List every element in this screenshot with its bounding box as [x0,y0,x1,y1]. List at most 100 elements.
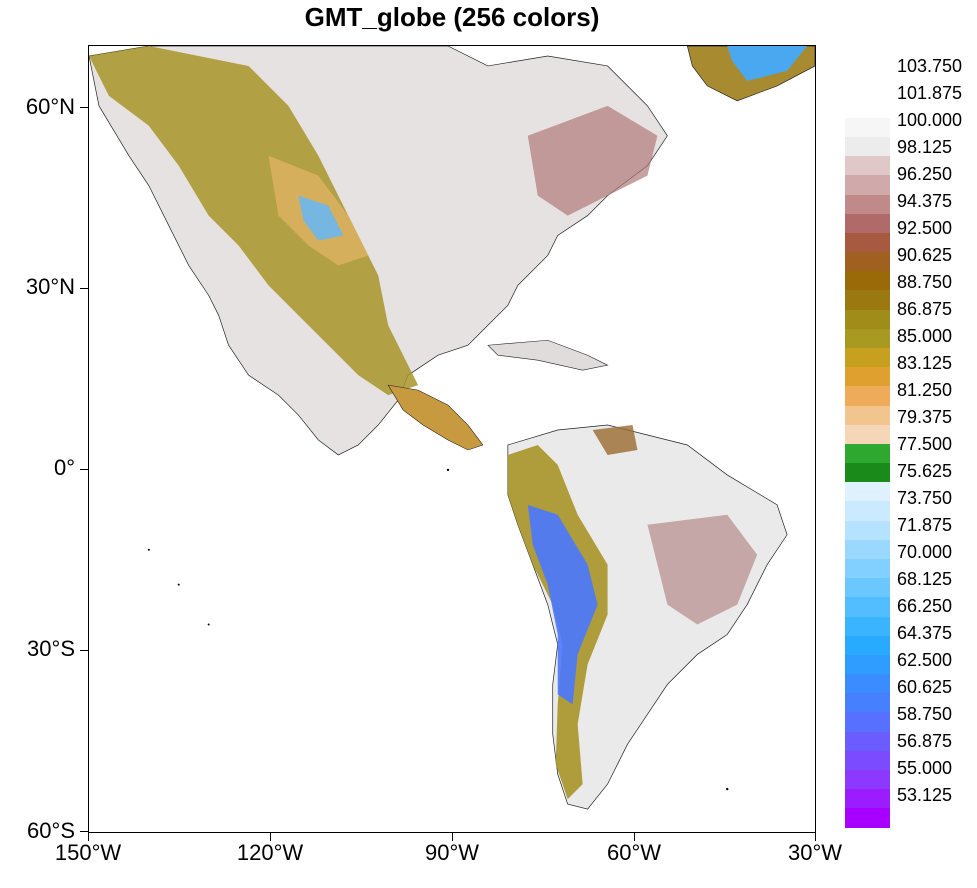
colorbar-label: 101.875 [897,83,963,103]
north-america-mountains [89,46,419,396]
colorbar-segment [845,232,890,253]
lon-tick [634,833,635,841]
colorbar-segment [845,539,890,560]
appalachians [527,105,658,216]
colorbar-label: 56.875 [897,731,953,751]
colorbar-segment [845,385,890,406]
rockies-peaks [298,195,344,241]
lat-label-60n: 60°N [25,94,75,119]
lat-label-30n: 30°N [25,274,75,299]
colorbar-segment [845,615,890,636]
colorbar-segment [845,788,890,809]
colorbar-label: 75.625 [897,461,953,481]
colorbar-segment [845,443,890,464]
colorbar-label: 92.500 [897,218,953,238]
colorbar-segment [845,635,890,655]
colorbar-label: 98.125 [897,137,953,157]
colorbar-segment [845,193,890,214]
lon-label-150w: 150°W [54,840,122,865]
pacific-island [207,623,210,626]
colorbar-segment [845,366,890,387]
colorbar-segment [845,117,890,137]
colorbar-label: 103.750 [897,56,963,76]
map-title: GMT_globe (256 colors) [304,2,600,32]
colorbar-segment [845,424,890,444]
colorbar-segment [845,289,890,310]
colorbar-segment [845,347,890,368]
andes-high [527,504,598,705]
colorbar-label: 55.000 [897,758,953,778]
colorbar-label: 68.125 [897,569,953,589]
colorbar-segment [845,731,890,751]
lat-tick [80,107,88,108]
colorbar-label: 77.500 [897,434,953,454]
lat-label-60s: 60°S [27,818,75,843]
colorbar-segment [845,213,890,233]
colorbar-label: 96.250 [897,164,953,184]
colorbar-label: 88.750 [897,272,953,292]
colorbar-label: 53.125 [897,785,953,805]
colorbar-label: 100.000 [897,110,963,130]
colorbar-segment [845,807,890,828]
greenland-ice [727,46,808,81]
lat-tick [80,831,88,832]
colorbar-segment [845,404,890,425]
lon-tick [815,833,816,841]
colorbar-segment [845,750,890,771]
pacific-island [446,468,450,472]
colorbar-segment [845,692,890,713]
colorbar-label: 58.750 [897,704,953,724]
map-panel [88,45,816,833]
colorbar-segment [845,98,890,118]
lat-tick [80,650,88,651]
colorbar-segment [845,654,890,675]
colorbar-segment [845,136,890,157]
lon-label-30w: 30°W [787,840,843,865]
colorbar-segment [845,673,890,694]
colorbar-label: 79.375 [897,407,953,427]
colorbar-segment [845,174,890,195]
colorbar-label: 71.875 [897,515,953,535]
colorbar-label: 60.625 [897,677,953,697]
colorbar-segment [845,596,890,617]
lon-label-120w: 120°W [236,840,304,865]
lon-label-60w: 60°W [606,840,662,865]
colorbar-segment [845,769,890,790]
colorbar-segment [845,520,890,540]
colorbar-segment [845,577,890,598]
colorbar-segment [845,328,890,348]
colorbar-segment [845,309,890,329]
colorbar-label: 86.875 [897,299,953,319]
topography-map [89,46,815,810]
pacific-island [726,787,729,791]
colorbar-segment [845,711,890,732]
colorbar-segment [845,462,890,483]
colorbar-label: 66.250 [897,596,953,616]
central-america-land [387,384,484,451]
pacific-island [147,548,150,551]
colorbar-segment [845,251,890,272]
lon-label-90w: 90°W [424,840,480,865]
lon-tick [452,833,453,841]
lat-tick [80,469,88,470]
pacific-island [177,583,180,586]
colorbar-segment [845,481,890,502]
caribbean-islands [487,339,609,371]
colorbar-label: 90.625 [897,245,953,265]
colorbar-segment [845,270,890,291]
colorbar-label: 64.375 [897,623,953,643]
lat-label-eq: 0° [53,455,75,480]
colorbar-segment [845,155,890,176]
guiana-highlands [592,425,638,455]
lon-tick [270,833,271,841]
colorbar-label: 85.000 [897,326,953,346]
colorbar-segment [845,500,890,521]
brazil-highlands [647,514,758,625]
colorbar-label: 70.000 [897,542,953,562]
colorbar-label: 83.125 [897,353,953,373]
lat-tick [80,288,88,289]
colorbar [845,98,890,828]
colorbar-segment [845,558,890,579]
lon-tick [88,833,89,841]
colorbar-label: 81.250 [897,380,953,400]
